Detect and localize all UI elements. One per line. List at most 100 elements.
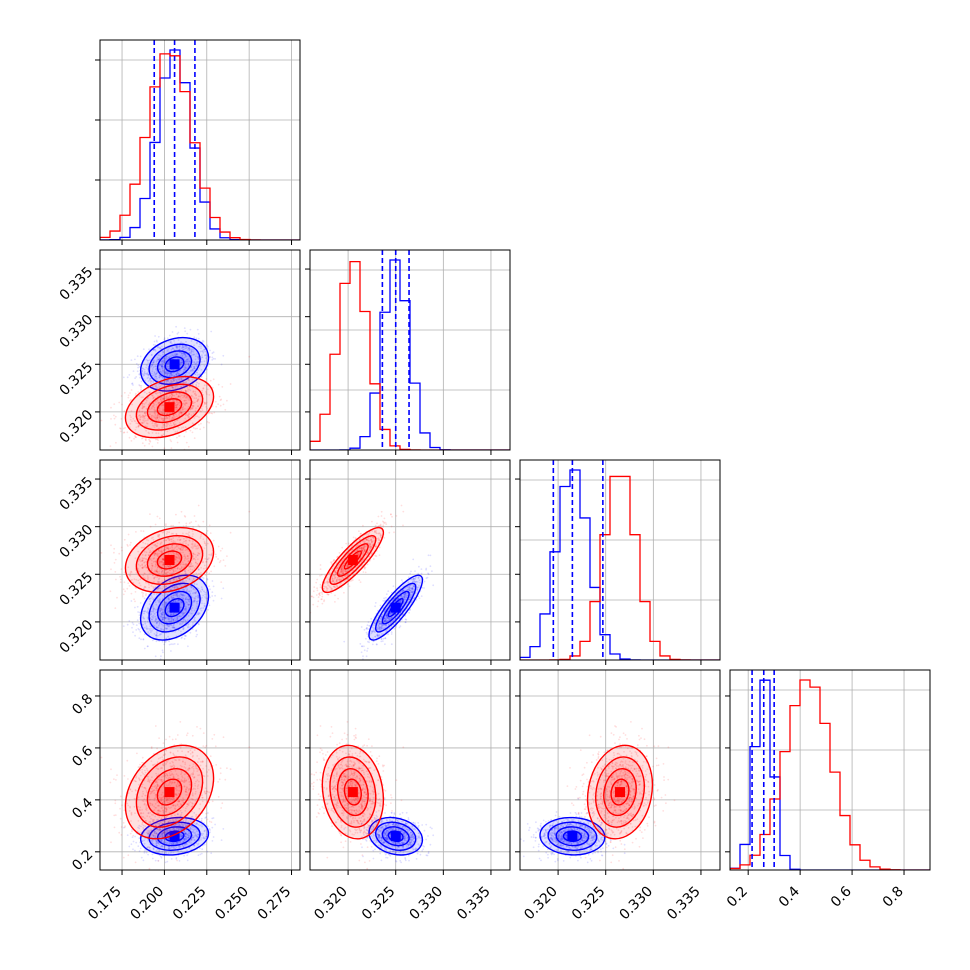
- scatter-point: [152, 628, 155, 630]
- scatter-point: [142, 587, 145, 590]
- scatter-point: [172, 597, 175, 599]
- scatter-point: [179, 377, 181, 380]
- scatter-point: [180, 593, 183, 596]
- scatter-point: [175, 353, 178, 356]
- scatter-point: [152, 557, 155, 560]
- scatter-point: [169, 422, 172, 425]
- scatter-point: [152, 366, 155, 368]
- scatter-point: [184, 356, 187, 358]
- scatter-point: [189, 631, 192, 634]
- scatter-point: [188, 413, 191, 415]
- scatter-point: [170, 617, 173, 620]
- scatter-point: [182, 612, 185, 615]
- scatter-point: [160, 607, 163, 610]
- scatter-point: [184, 558, 186, 560]
- scatter-point: [180, 510, 183, 513]
- scatter-point: [185, 413, 188, 416]
- scatter-point: [180, 353, 183, 355]
- scatter-point: [161, 608, 164, 611]
- scatter-point: [162, 618, 164, 621]
- scatter-point: [169, 613, 172, 616]
- scatter-point: [201, 576, 204, 579]
- scatter-point: [174, 378, 177, 380]
- scatter-point: [176, 436, 178, 439]
- scatter-point: [151, 364, 154, 366]
- scatter-point: [170, 596, 173, 598]
- scatter-point: [202, 387, 205, 390]
- scatter-point: [212, 585, 215, 588]
- scatter-point: [208, 524, 211, 527]
- scatter-point: [395, 626, 397, 628]
- scatter-point: [157, 392, 159, 394]
- scatter-point: [179, 538, 182, 541]
- scatter-point: [162, 358, 164, 360]
- scatter-point: [137, 425, 140, 428]
- scatter-point: [188, 565, 191, 568]
- scatter-point: [171, 416, 174, 419]
- scatter-point: [195, 635, 198, 638]
- scatter-point: [163, 423, 165, 426]
- scatter-point: [157, 553, 160, 556]
- scatter-point: [153, 422, 156, 425]
- scatter-point: [184, 414, 187, 417]
- scatter-point: [177, 435, 180, 437]
- scatter-point: [203, 401, 206, 404]
- scatter-point: [143, 572, 146, 575]
- scatter-point: [166, 425, 169, 427]
- scatter-point: [172, 421, 175, 424]
- scatter-point: [188, 600, 191, 603]
- scatter-point: [158, 391, 161, 393]
- scatter-point: [184, 367, 187, 369]
- scatter-point: [162, 407, 165, 409]
- scatter-point: [180, 615, 183, 618]
- scatter-point: [194, 558, 197, 561]
- scatter-point: [173, 353, 176, 356]
- scatter-point: [143, 562, 146, 564]
- scatter-point: [162, 396, 165, 399]
- scatter-point: [169, 564, 172, 567]
- scatter-point: [400, 504, 403, 507]
- scatter-point: [144, 411, 147, 414]
- scatter-point: [148, 633, 151, 635]
- scatter-point: [141, 566, 144, 569]
- scatter-point: [162, 558, 165, 561]
- scatter-point: [152, 608, 155, 611]
- scatter-point: [161, 570, 164, 572]
- scatter-point: [160, 417, 163, 419]
- scatter-point: [157, 345, 159, 348]
- scatter-point: [176, 371, 179, 373]
- scatter-point: [161, 360, 164, 362]
- scatter-point: [209, 588, 211, 591]
- scatter-point: [174, 387, 177, 390]
- scatter-point: [175, 406, 178, 408]
- scatter-point: [201, 389, 204, 392]
- scatter-point: [169, 412, 171, 414]
- scatter-point: [147, 417, 150, 420]
- scatter-point: [199, 535, 202, 538]
- scatter-point: [182, 344, 184, 347]
- scatter-point: [146, 368, 149, 370]
- scatter-point: [162, 409, 164, 412]
- scatter-point: [173, 541, 176, 544]
- scatter-point: [159, 397, 162, 400]
- scatter-point: [161, 412, 164, 415]
- scatter-point: [149, 549, 152, 552]
- scatter-point: [158, 572, 161, 575]
- scatter-point: [197, 594, 200, 597]
- scatter-point: [179, 595, 181, 598]
- scatter-point: [157, 580, 159, 583]
- scatter-point: [423, 580, 426, 583]
- scatter-point: [129, 572, 132, 575]
- scatter-point: [363, 649, 366, 652]
- scatter-point: [183, 368, 186, 371]
- scatter-point: [162, 606, 165, 609]
- scatter-point: [130, 359, 133, 361]
- scatter-point: [158, 562, 161, 564]
- scatter-point: [186, 558, 188, 560]
- scatter-point: [163, 372, 166, 375]
- scatter-point: [160, 364, 163, 366]
- scatter-point: [184, 570, 187, 572]
- scatter-point: [152, 614, 155, 617]
- scatter-point: [183, 607, 186, 610]
- scatter-point: [193, 370, 195, 372]
